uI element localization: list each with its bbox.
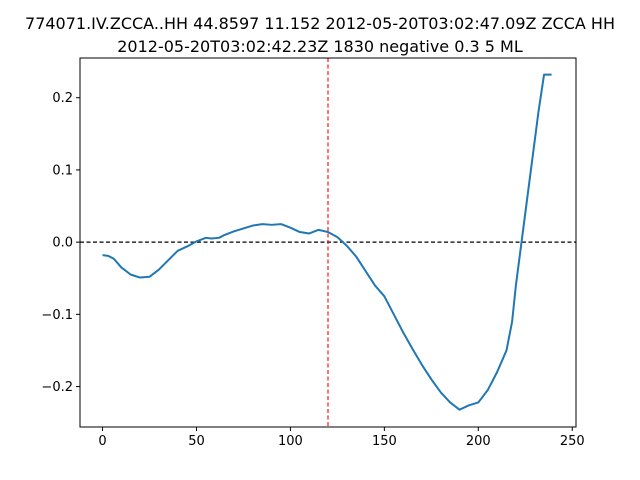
y-tick-label: 0.0 [52, 236, 73, 251]
x-tick-label: 150 [372, 434, 397, 449]
x-tick-label: 0 [98, 434, 106, 449]
y-tick-label: 0.2 [52, 91, 73, 106]
x-tick-label: 250 [560, 434, 585, 449]
chart-title-line-2: 2012-05-20T03:02:42.23Z 1830 negative 0.… [117, 37, 523, 56]
series-line-0 [102, 73, 552, 411]
y-tick-label: −0.1 [41, 308, 73, 323]
y-tick-label: −0.2 [41, 380, 73, 395]
x-tick-label: 200 [466, 434, 491, 449]
x-tick-label: 100 [278, 434, 303, 449]
y-tick-label: 0.1 [52, 163, 73, 178]
x-tick-label: 50 [188, 434, 205, 449]
chart-title-line-1: 774071.IV.ZCCA..HH 44.8597 11.152 2012-0… [25, 14, 615, 33]
